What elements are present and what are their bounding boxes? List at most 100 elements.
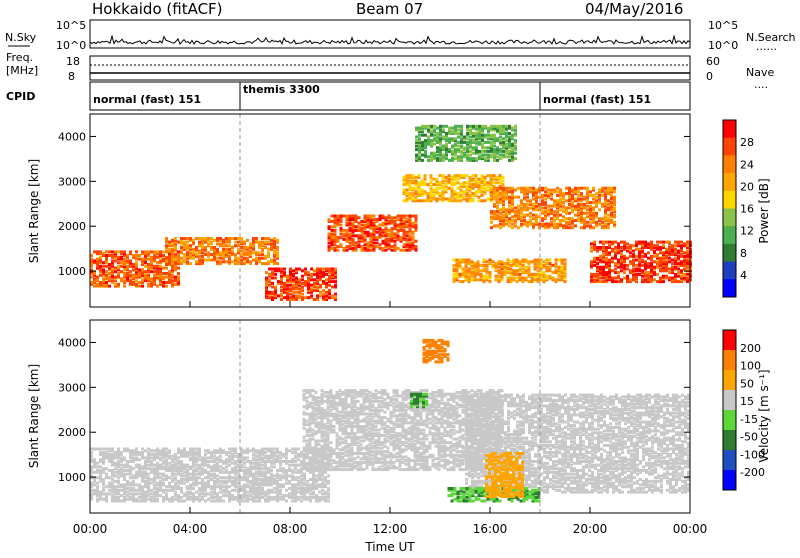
data-cell [599, 246, 602, 249]
data-cell [481, 143, 484, 146]
data-cell [156, 487, 159, 490]
data-cell [159, 473, 162, 476]
data-cell [111, 448, 114, 451]
data-cell [213, 480, 216, 483]
data-cell [544, 207, 547, 210]
noise-tick-left-bottom: 10^0 [56, 39, 86, 52]
data-cell [180, 487, 183, 490]
data-cell [397, 229, 400, 232]
data-cell [298, 268, 301, 271]
data-cell [565, 207, 568, 210]
data-cell [453, 268, 456, 271]
data-cell [346, 245, 349, 248]
data-cell [549, 275, 552, 278]
data-cell [135, 471, 138, 474]
data-cell [117, 489, 120, 492]
data-cell [114, 267, 117, 270]
data-cell [291, 451, 294, 454]
data-cell [114, 276, 117, 279]
data-cell [141, 250, 144, 253]
data-cell [168, 262, 171, 265]
data-cell [550, 189, 553, 192]
data-cell [559, 214, 562, 217]
data-cell [301, 282, 304, 285]
data-cell [502, 183, 505, 186]
data-cell [502, 137, 505, 140]
data-cell [297, 496, 300, 499]
data-cell [132, 456, 135, 459]
data-cell [177, 494, 180, 497]
data-cell [430, 125, 433, 128]
data-cell [249, 449, 252, 452]
data-cell [120, 250, 123, 253]
data-cell [388, 215, 391, 218]
data-cell [519, 273, 522, 276]
data-cell [472, 198, 475, 201]
data-cell [487, 181, 490, 184]
data-cell [526, 187, 529, 190]
data-cell [282, 494, 285, 497]
data-cell [442, 190, 445, 193]
data-cell [620, 246, 623, 249]
data-cell [513, 259, 516, 262]
data-cell [268, 291, 271, 294]
data-cell [595, 192, 598, 195]
data-cell [99, 491, 102, 494]
data-cell [499, 226, 502, 229]
data-cell [607, 214, 610, 217]
data-cell [168, 482, 171, 485]
data-cell [463, 196, 466, 199]
data-cell [623, 241, 626, 244]
data-cell [511, 143, 514, 146]
data-cell [300, 496, 303, 499]
data-cell [550, 205, 553, 208]
data-cell [647, 251, 650, 254]
data-cell [174, 482, 177, 485]
data-cell [285, 482, 288, 485]
data-cell [412, 187, 415, 190]
data-cell [559, 208, 562, 211]
data-cell [611, 277, 614, 280]
data-cell [231, 260, 234, 263]
data-cell [496, 224, 499, 227]
data-cell [529, 199, 532, 202]
date-title: 04/May/2016 [585, 0, 683, 18]
colorbar-tick-label: 16 [740, 203, 754, 216]
data-cell [580, 198, 583, 201]
data-cell [276, 239, 279, 242]
data-cell [162, 482, 165, 485]
data-cell [303, 487, 306, 490]
data-cell [484, 157, 487, 160]
data-cell [328, 284, 331, 287]
cpid-segment-label: normal (fast) 151 [543, 93, 651, 106]
data-cell [562, 215, 565, 218]
data-cell [553, 199, 556, 202]
data-cell [388, 233, 391, 236]
data-cell [522, 259, 525, 262]
data-cell [270, 496, 273, 499]
data-cell [487, 189, 490, 192]
data-cell [382, 215, 385, 218]
data-cell [638, 268, 641, 271]
data-cell [553, 219, 556, 222]
data-cell [644, 241, 647, 244]
data-cell [385, 238, 388, 241]
data-cell [156, 256, 159, 259]
data-cell [298, 278, 301, 281]
data-cell [555, 259, 558, 262]
data-cell [129, 487, 132, 490]
data-cell [471, 271, 474, 274]
data-cell [171, 262, 174, 265]
data-cell [168, 248, 171, 251]
data-cell [295, 268, 298, 271]
data-cell [589, 194, 592, 197]
data-cell [249, 460, 252, 463]
data-cell [198, 471, 201, 474]
data-cell [153, 467, 156, 470]
data-cell [614, 246, 617, 249]
nave-tick-top: 60 [706, 55, 720, 68]
data-cell [177, 460, 180, 463]
data-cell [138, 496, 141, 499]
data-cell [192, 448, 195, 451]
